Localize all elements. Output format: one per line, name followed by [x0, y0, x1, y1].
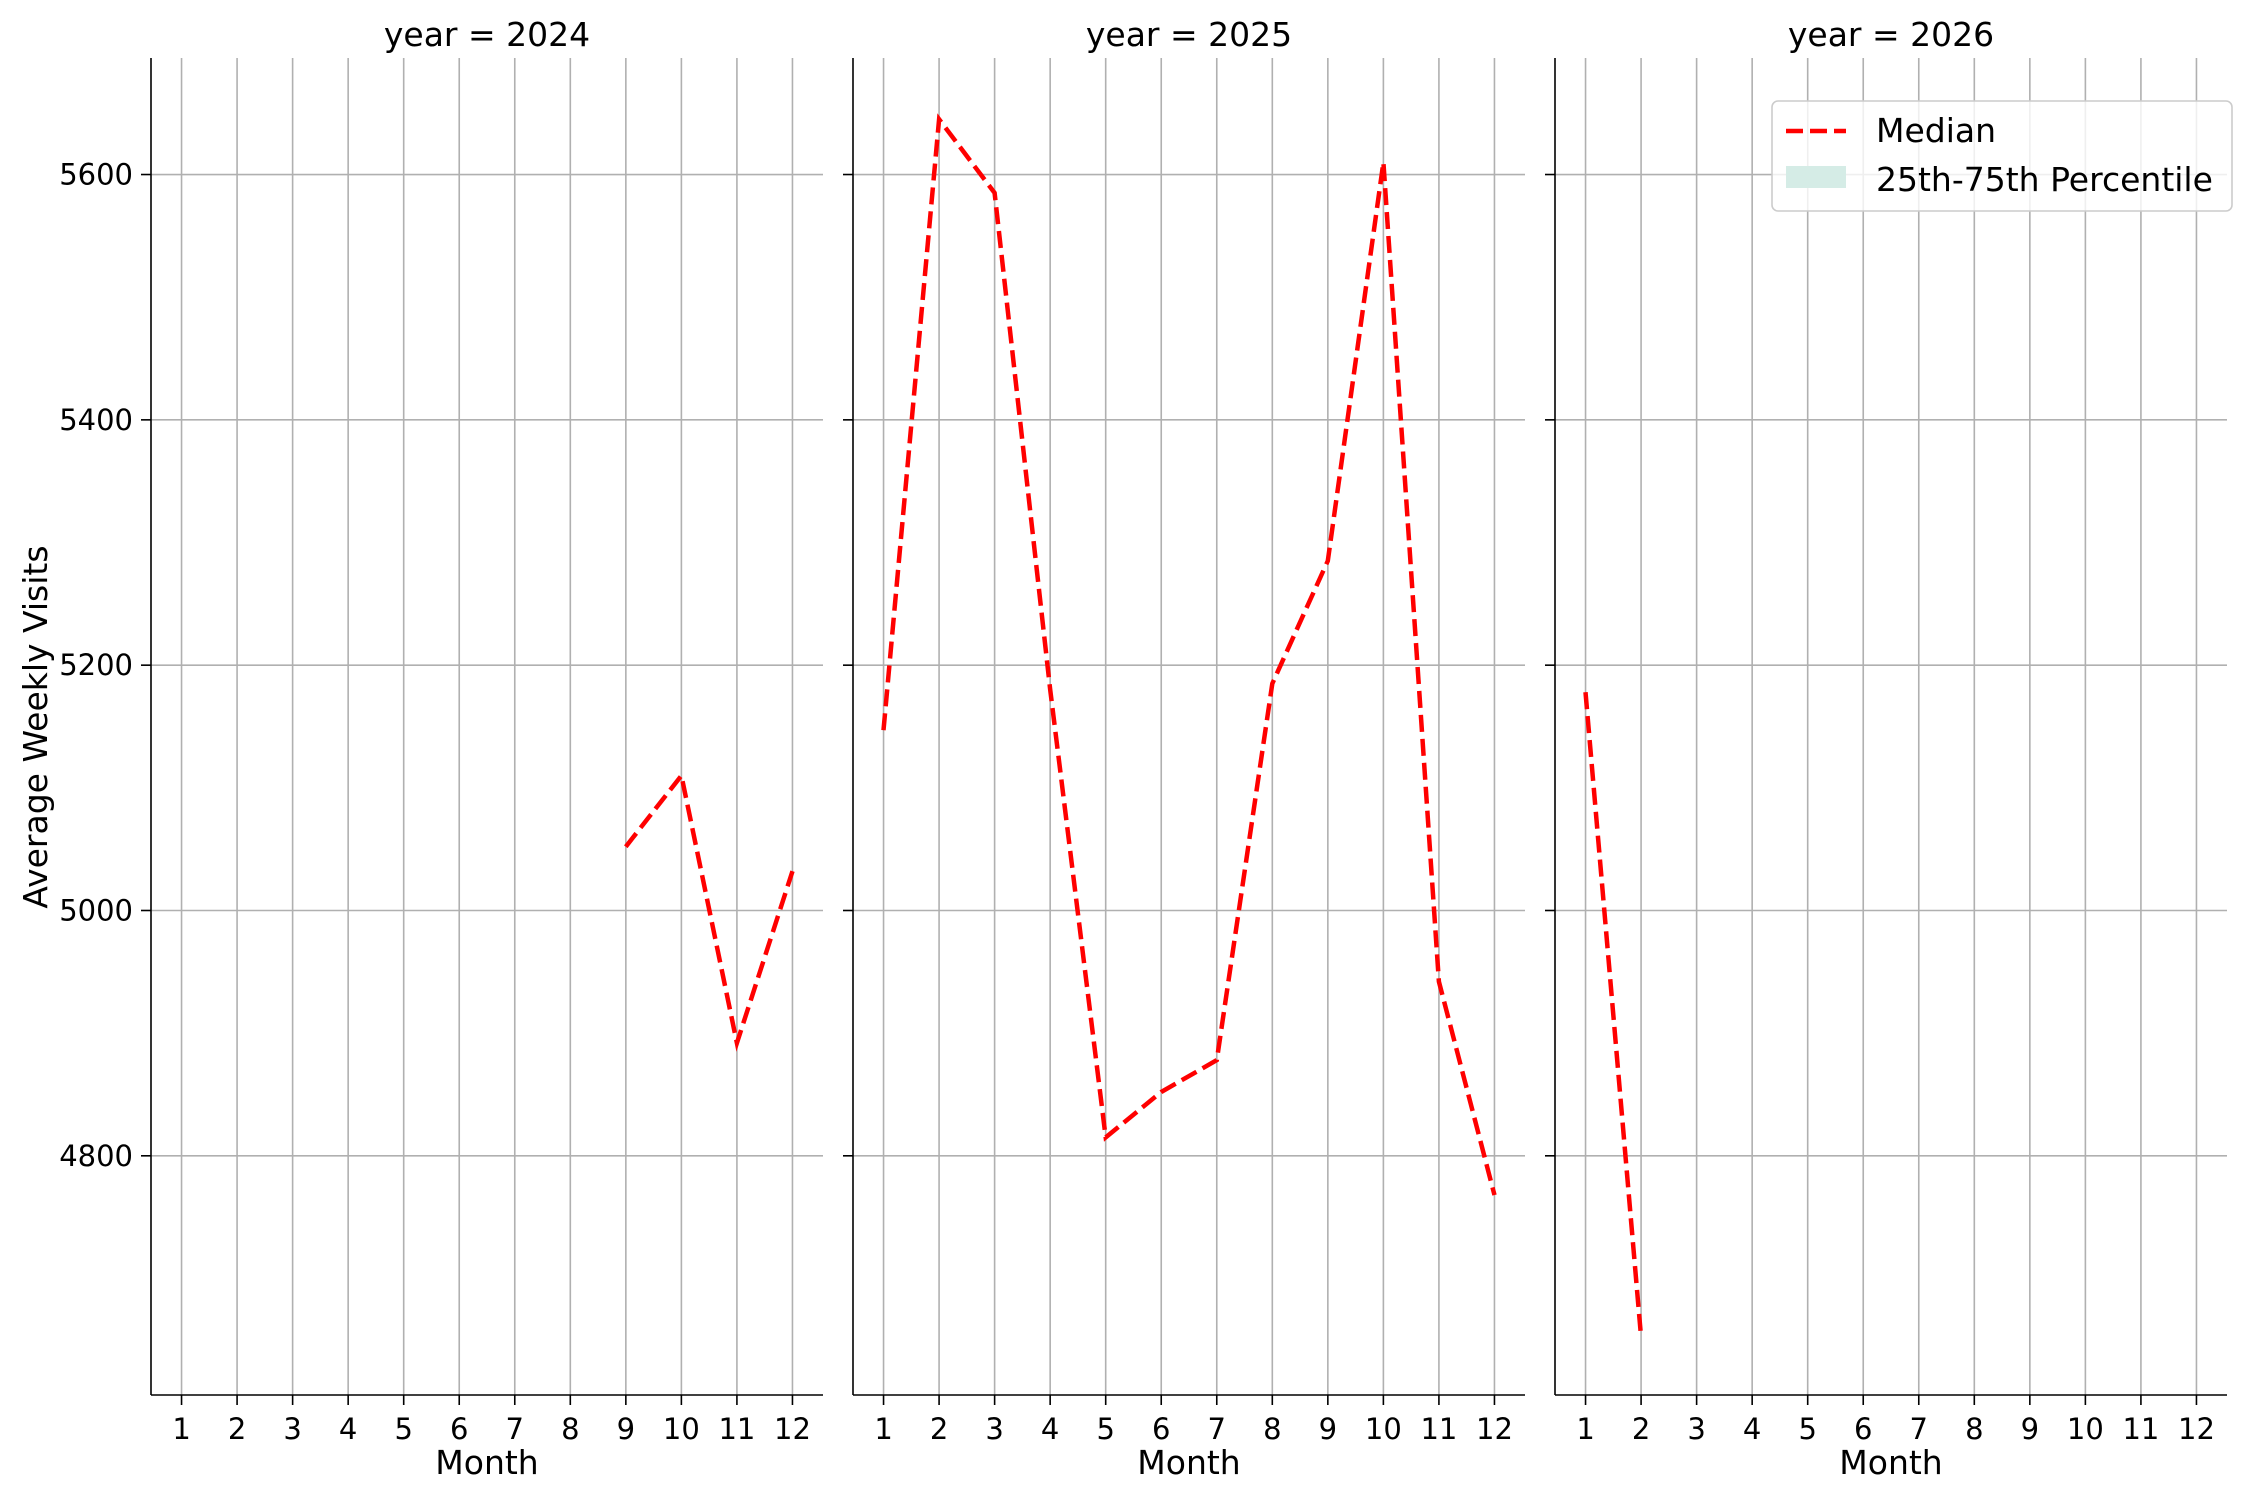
panel-title: year = 2024 [384, 15, 590, 54]
legend: Median 25th-75th Percentile [1771, 100, 2233, 212]
median-series-line [624, 770, 795, 1052]
x-tick-label: 1 [1576, 1412, 1594, 1446]
x-tick-label: 12 [2178, 1412, 2215, 1446]
panel-title: year = 2025 [1086, 15, 1292, 54]
y-tick-label: 4800 [59, 1139, 133, 1173]
y-tick-label: 5600 [59, 158, 133, 192]
x-tick-label: 1 [172, 1412, 190, 1446]
legend-percentile-swatch [1786, 166, 1846, 188]
x-tick-label: 5 [394, 1412, 412, 1446]
x-tick-label: 6 [450, 1412, 468, 1446]
x-tick-label: 1 [874, 1412, 892, 1446]
x-tick-label: 4 [1743, 1412, 1761, 1446]
x-tick-label: 3 [985, 1412, 1003, 1446]
x-tick-label: 12 [774, 1412, 811, 1446]
x-tick-label: 5 [1096, 1412, 1114, 1446]
x-tick-label: 2 [1632, 1412, 1650, 1446]
median-series-line [1583, 692, 1644, 1338]
x-tick-label: 6 [1152, 1412, 1170, 1446]
y-tick-label: 5400 [59, 403, 133, 437]
x-tick-label: 7 [1208, 1412, 1226, 1446]
x-tick-label: 11 [1420, 1412, 1457, 1446]
x-tick-label: 10 [663, 1412, 700, 1446]
x-tick-label: 10 [2067, 1412, 2104, 1446]
y-tick-label: 5200 [59, 648, 133, 682]
y-axis-title: Average Weekly Visits [16, 545, 55, 908]
panel-title: year = 2026 [1788, 15, 1994, 54]
x-tick-label: 4 [339, 1412, 357, 1446]
x-tick-label: 5 [1798, 1412, 1816, 1446]
legend-percentile-label: 25th-75th Percentile [1876, 160, 2213, 199]
x-tick-label: 9 [617, 1412, 635, 1446]
x-axis-title: Month [1137, 1443, 1240, 1482]
x-tick-label: 8 [561, 1412, 579, 1446]
x-tick-label: 11 [718, 1412, 755, 1446]
x-tick-label: 9 [1319, 1412, 1337, 1446]
x-tick-label: 3 [1687, 1412, 1705, 1446]
x-tick-label: 2 [228, 1412, 246, 1446]
x-tick-label: 6 [1854, 1412, 1872, 1446]
x-tick-label: 2 [930, 1412, 948, 1446]
x-tick-label: 8 [1965, 1412, 1983, 1446]
x-tick-label: 11 [2122, 1412, 2159, 1446]
x-tick-label: 7 [1910, 1412, 1928, 1446]
y-tick-label: 5000 [59, 893, 133, 927]
x-axis-title: Month [435, 1443, 538, 1482]
legend-box [1771, 100, 2233, 212]
x-tick-label: 9 [2021, 1412, 2039, 1446]
x-axis-title: Month [1839, 1443, 1942, 1482]
legend-median-label: Median [1876, 111, 1996, 150]
median-series-line [881, 113, 1497, 1196]
x-tick-label: 10 [1365, 1412, 1402, 1446]
x-tick-label: 8 [1263, 1412, 1281, 1446]
x-tick-label: 12 [1476, 1412, 1513, 1446]
x-tick-label: 7 [506, 1412, 524, 1446]
x-tick-label: 3 [283, 1412, 301, 1446]
x-tick-label: 4 [1041, 1412, 1059, 1446]
